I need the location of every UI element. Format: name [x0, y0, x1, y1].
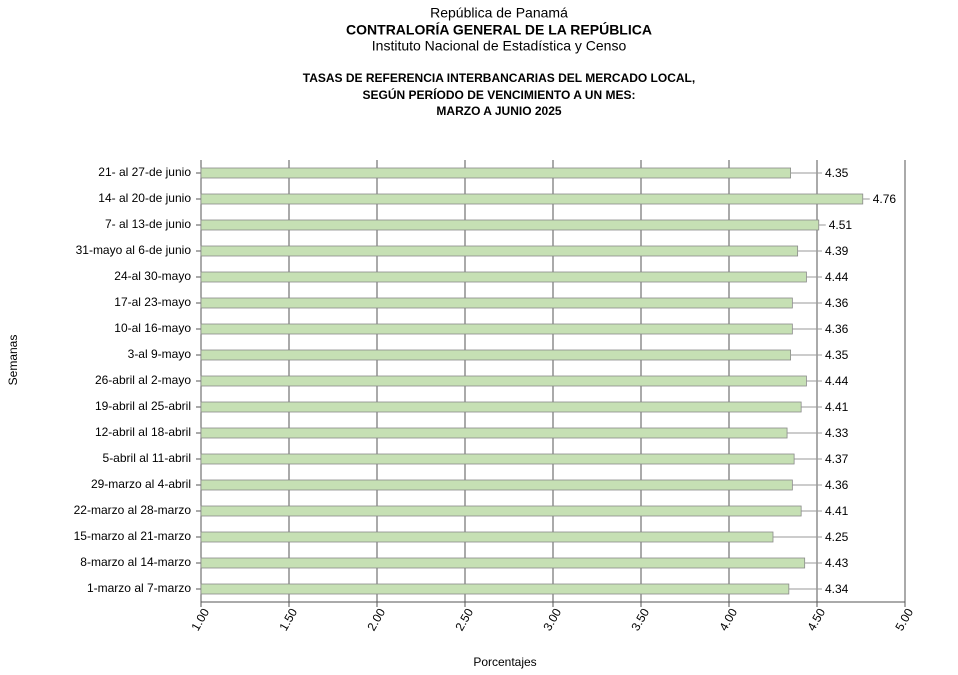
- x-tick-label: 3.00: [540, 606, 564, 634]
- bar: [200, 349, 791, 361]
- x-tick-label: 1.50: [276, 606, 300, 634]
- x-tick-label: 5.00: [892, 606, 916, 634]
- y-tick-label: 19-abril al 25-abril: [95, 399, 191, 413]
- value-label: 4.36: [825, 296, 849, 310]
- x-tick-label: 4.50: [804, 606, 828, 634]
- bar: [200, 271, 807, 283]
- value-label: 4.36: [825, 322, 849, 336]
- y-tick-label: 22-marzo al 28-marzo: [74, 503, 192, 517]
- bar: [200, 193, 864, 205]
- x-tick-label: 4.00: [716, 606, 740, 634]
- bar: [200, 401, 802, 413]
- y-tick-label: 12-abril al 18-abril: [95, 425, 191, 439]
- value-label: 4.25: [825, 530, 849, 544]
- value-label: 4.39: [825, 244, 849, 258]
- x-tick-label: 2.50: [452, 606, 476, 634]
- bar: [200, 323, 793, 335]
- y-tick-label: 5-abril al 11-abril: [103, 451, 191, 465]
- y-tick-label: 3-al 9-mayo: [128, 347, 192, 361]
- value-label: 4.34: [825, 582, 849, 596]
- value-label: 4.44: [825, 270, 849, 284]
- y-tick-label: 26-abril al 2-mayo: [95, 373, 191, 387]
- y-tick-label: 7- al 13-de junio: [105, 217, 191, 231]
- header-line: República de Panamá: [430, 5, 568, 21]
- bar: [200, 531, 774, 543]
- header-line: Instituto Nacional de Estadística y Cens…: [372, 38, 627, 54]
- y-tick-label: 10-al 16-mayo: [114, 321, 191, 335]
- header-line: CONTRALORÍA GENERAL DE LA REPÚBLICA: [346, 21, 652, 38]
- bar: [200, 245, 799, 257]
- value-label: 4.35: [825, 166, 849, 180]
- bar: [200, 219, 820, 231]
- y-tick-label: 15-marzo al 21-marzo: [74, 529, 192, 543]
- y-tick-label: 17-al 23-mayo: [114, 295, 191, 309]
- value-label: 4.44: [825, 374, 849, 388]
- value-label: 4.76: [873, 192, 897, 206]
- chart-title: MARZO A JUNIO 2025: [436, 104, 561, 118]
- x-tick-label: 3.50: [628, 606, 652, 634]
- y-tick-label: 24-al 30-mayo: [114, 269, 191, 283]
- y-tick-label: 29-marzo al 4-abril: [91, 477, 191, 491]
- y-axis-label: Semanas: [6, 335, 20, 386]
- bar: [200, 297, 793, 309]
- chart-title: SEGÚN PERÍODO DE VENCIMIENTO A UN MES:: [363, 87, 636, 102]
- value-label: 4.43: [825, 556, 849, 570]
- bar: [200, 375, 807, 387]
- bar: [200, 479, 793, 491]
- value-label: 4.36: [825, 478, 849, 492]
- y-tick-label: 31-mayo al 6-de junio: [76, 243, 192, 257]
- chart-title: TASAS DE REFERENCIA INTERBANCARIAS DEL M…: [303, 71, 695, 85]
- bar: [200, 167, 791, 179]
- x-tick-label: 2.00: [364, 606, 388, 634]
- value-label: 4.41: [825, 400, 849, 414]
- y-tick-label: 14- al 20-de junio: [98, 191, 191, 205]
- y-tick-label: 21- al 27-de junio: [98, 165, 191, 179]
- y-tick-label: 8-marzo al 14-marzo: [80, 555, 191, 569]
- value-label: 4.51: [829, 218, 853, 232]
- value-label: 4.33: [825, 426, 849, 440]
- bar: [200, 453, 795, 465]
- bar: [200, 583, 790, 595]
- bar: [200, 557, 806, 569]
- x-tick-label: 1.00: [188, 606, 212, 634]
- value-label: 4.37: [825, 452, 849, 466]
- bar: [200, 505, 802, 517]
- value-label: 4.41: [825, 504, 849, 518]
- value-label: 4.35: [825, 348, 849, 362]
- x-axis-label: Porcentajes: [473, 655, 536, 669]
- bar: [200, 427, 788, 439]
- y-tick-label: 1-marzo al 7-marzo: [87, 581, 191, 595]
